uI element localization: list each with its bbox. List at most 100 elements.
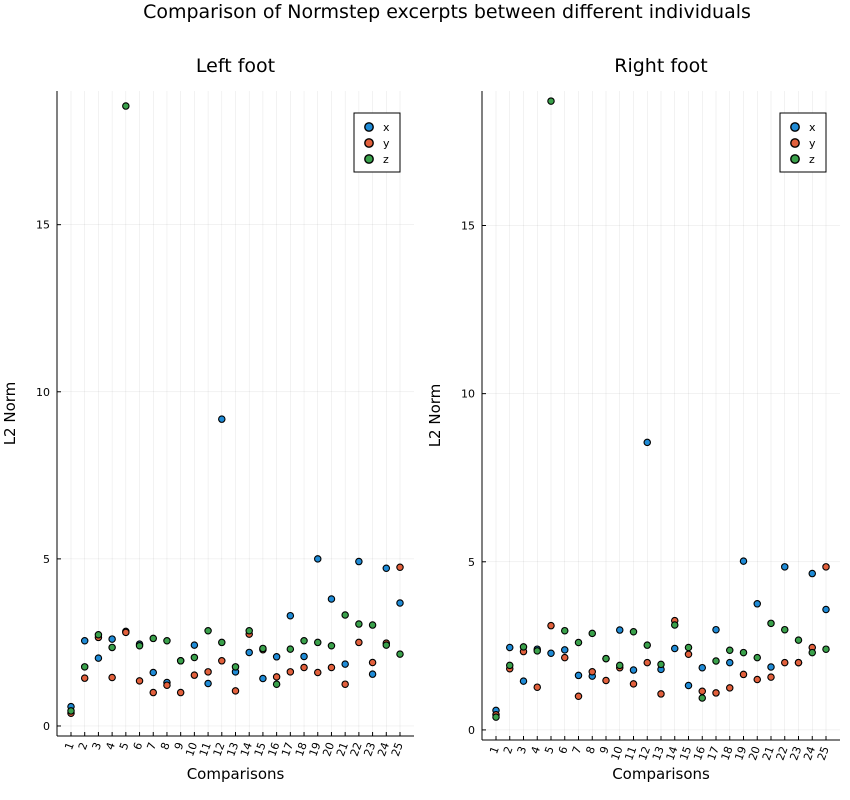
data-point (204, 679, 212, 688)
data-point (218, 638, 226, 647)
data-point (725, 646, 734, 654)
x-tick-label: 5 (542, 745, 557, 756)
data-point (698, 687, 706, 695)
data-point (588, 667, 596, 676)
data-point (643, 658, 651, 667)
x-tick-label: 4 (528, 745, 543, 756)
x-tick-label: 12 (636, 745, 653, 763)
data-point (670, 644, 679, 653)
x-tick-label: 3 (90, 741, 105, 752)
data-point (300, 637, 308, 645)
x-tick-label: 16 (265, 741, 282, 759)
legend: xyz (779, 112, 827, 173)
x-tick-label: 15 (252, 741, 269, 759)
y-tick-label: 15 (36, 219, 50, 232)
data-point (753, 653, 761, 662)
data-point (231, 687, 240, 695)
data-point (670, 621, 679, 629)
legend-box (353, 112, 401, 173)
legend-marker (790, 154, 800, 164)
data-point (505, 643, 514, 652)
data-point (341, 611, 349, 619)
data-point (327, 663, 336, 672)
data-point (80, 637, 89, 645)
x-tick-label: 9 (172, 741, 187, 752)
subplot-title: Right foot (614, 55, 707, 77)
data-point (313, 668, 322, 677)
y-tick-label: 0 (468, 724, 475, 737)
data-point (396, 563, 404, 571)
x-tick-label: 16 (691, 745, 708, 763)
x-tick-label: 10 (609, 745, 626, 763)
x-tick-label: 18 (293, 741, 310, 759)
data-point (560, 626, 569, 635)
x-tick-label: 6 (556, 745, 571, 756)
data-point (67, 707, 75, 715)
data-point (822, 645, 830, 653)
legend-box (779, 112, 827, 173)
data-point (698, 663, 706, 672)
x-tick-label: 10 (183, 741, 200, 759)
data-point (547, 621, 555, 630)
data-point (313, 638, 322, 647)
y-axis-label: L2 Norm (1, 382, 19, 446)
x-tick-label: 7 (144, 741, 159, 752)
data-point (698, 694, 706, 702)
data-point (341, 680, 349, 688)
data-point (300, 663, 308, 672)
data-point (643, 438, 651, 447)
x-tick-label: 23 (361, 741, 378, 759)
series-z (492, 97, 830, 721)
data-point (767, 673, 775, 681)
data-point (684, 650, 693, 659)
data-point (286, 611, 295, 620)
figure-title: Comparison of Normstep excerpts between … (143, 1, 751, 23)
x-tick-label: 13 (650, 745, 667, 763)
data-point (300, 652, 308, 661)
series-y (67, 563, 404, 718)
data-point (794, 636, 803, 644)
y-tick-label: 5 (43, 553, 50, 566)
x-tick-label: 20 (746, 745, 763, 763)
legend-marker (364, 138, 374, 148)
data-point (519, 677, 528, 685)
data-point (684, 681, 693, 690)
x-tick-label: 19 (732, 745, 749, 763)
data-point (80, 674, 89, 682)
data-point (368, 621, 377, 629)
x-tick-label: 19 (307, 741, 324, 759)
x-tick-label: 7 (570, 745, 585, 756)
data-point (519, 643, 528, 651)
data-point (533, 647, 541, 655)
x-tick-label: 11 (197, 741, 214, 759)
data-point (355, 638, 363, 647)
x-tick-label: 14 (238, 741, 255, 759)
data-point (231, 663, 240, 671)
data-point (259, 644, 267, 653)
x-tick-label: 17 (705, 745, 722, 763)
data-point (80, 663, 89, 671)
series-y (492, 563, 830, 719)
x-tick-label: 25 (389, 741, 406, 759)
data-point (794, 658, 803, 667)
y-tick-label: 10 (36, 386, 50, 399)
data-point (780, 563, 789, 571)
data-point (767, 663, 775, 671)
data-point (712, 657, 720, 665)
legend-label: x (809, 121, 816, 134)
data-point (602, 676, 610, 685)
x-tick-label: 25 (815, 745, 832, 763)
data-point (547, 97, 555, 105)
data-point (149, 634, 158, 643)
data-point (341, 660, 349, 668)
data-point (560, 646, 569, 654)
legend-label: x (383, 121, 390, 134)
data-point (822, 563, 830, 571)
data-point (272, 673, 281, 681)
x-tick-label: 9 (597, 745, 612, 756)
data-point (629, 627, 638, 636)
data-point (712, 625, 720, 634)
data-point (629, 680, 638, 688)
data-point (547, 649, 555, 657)
